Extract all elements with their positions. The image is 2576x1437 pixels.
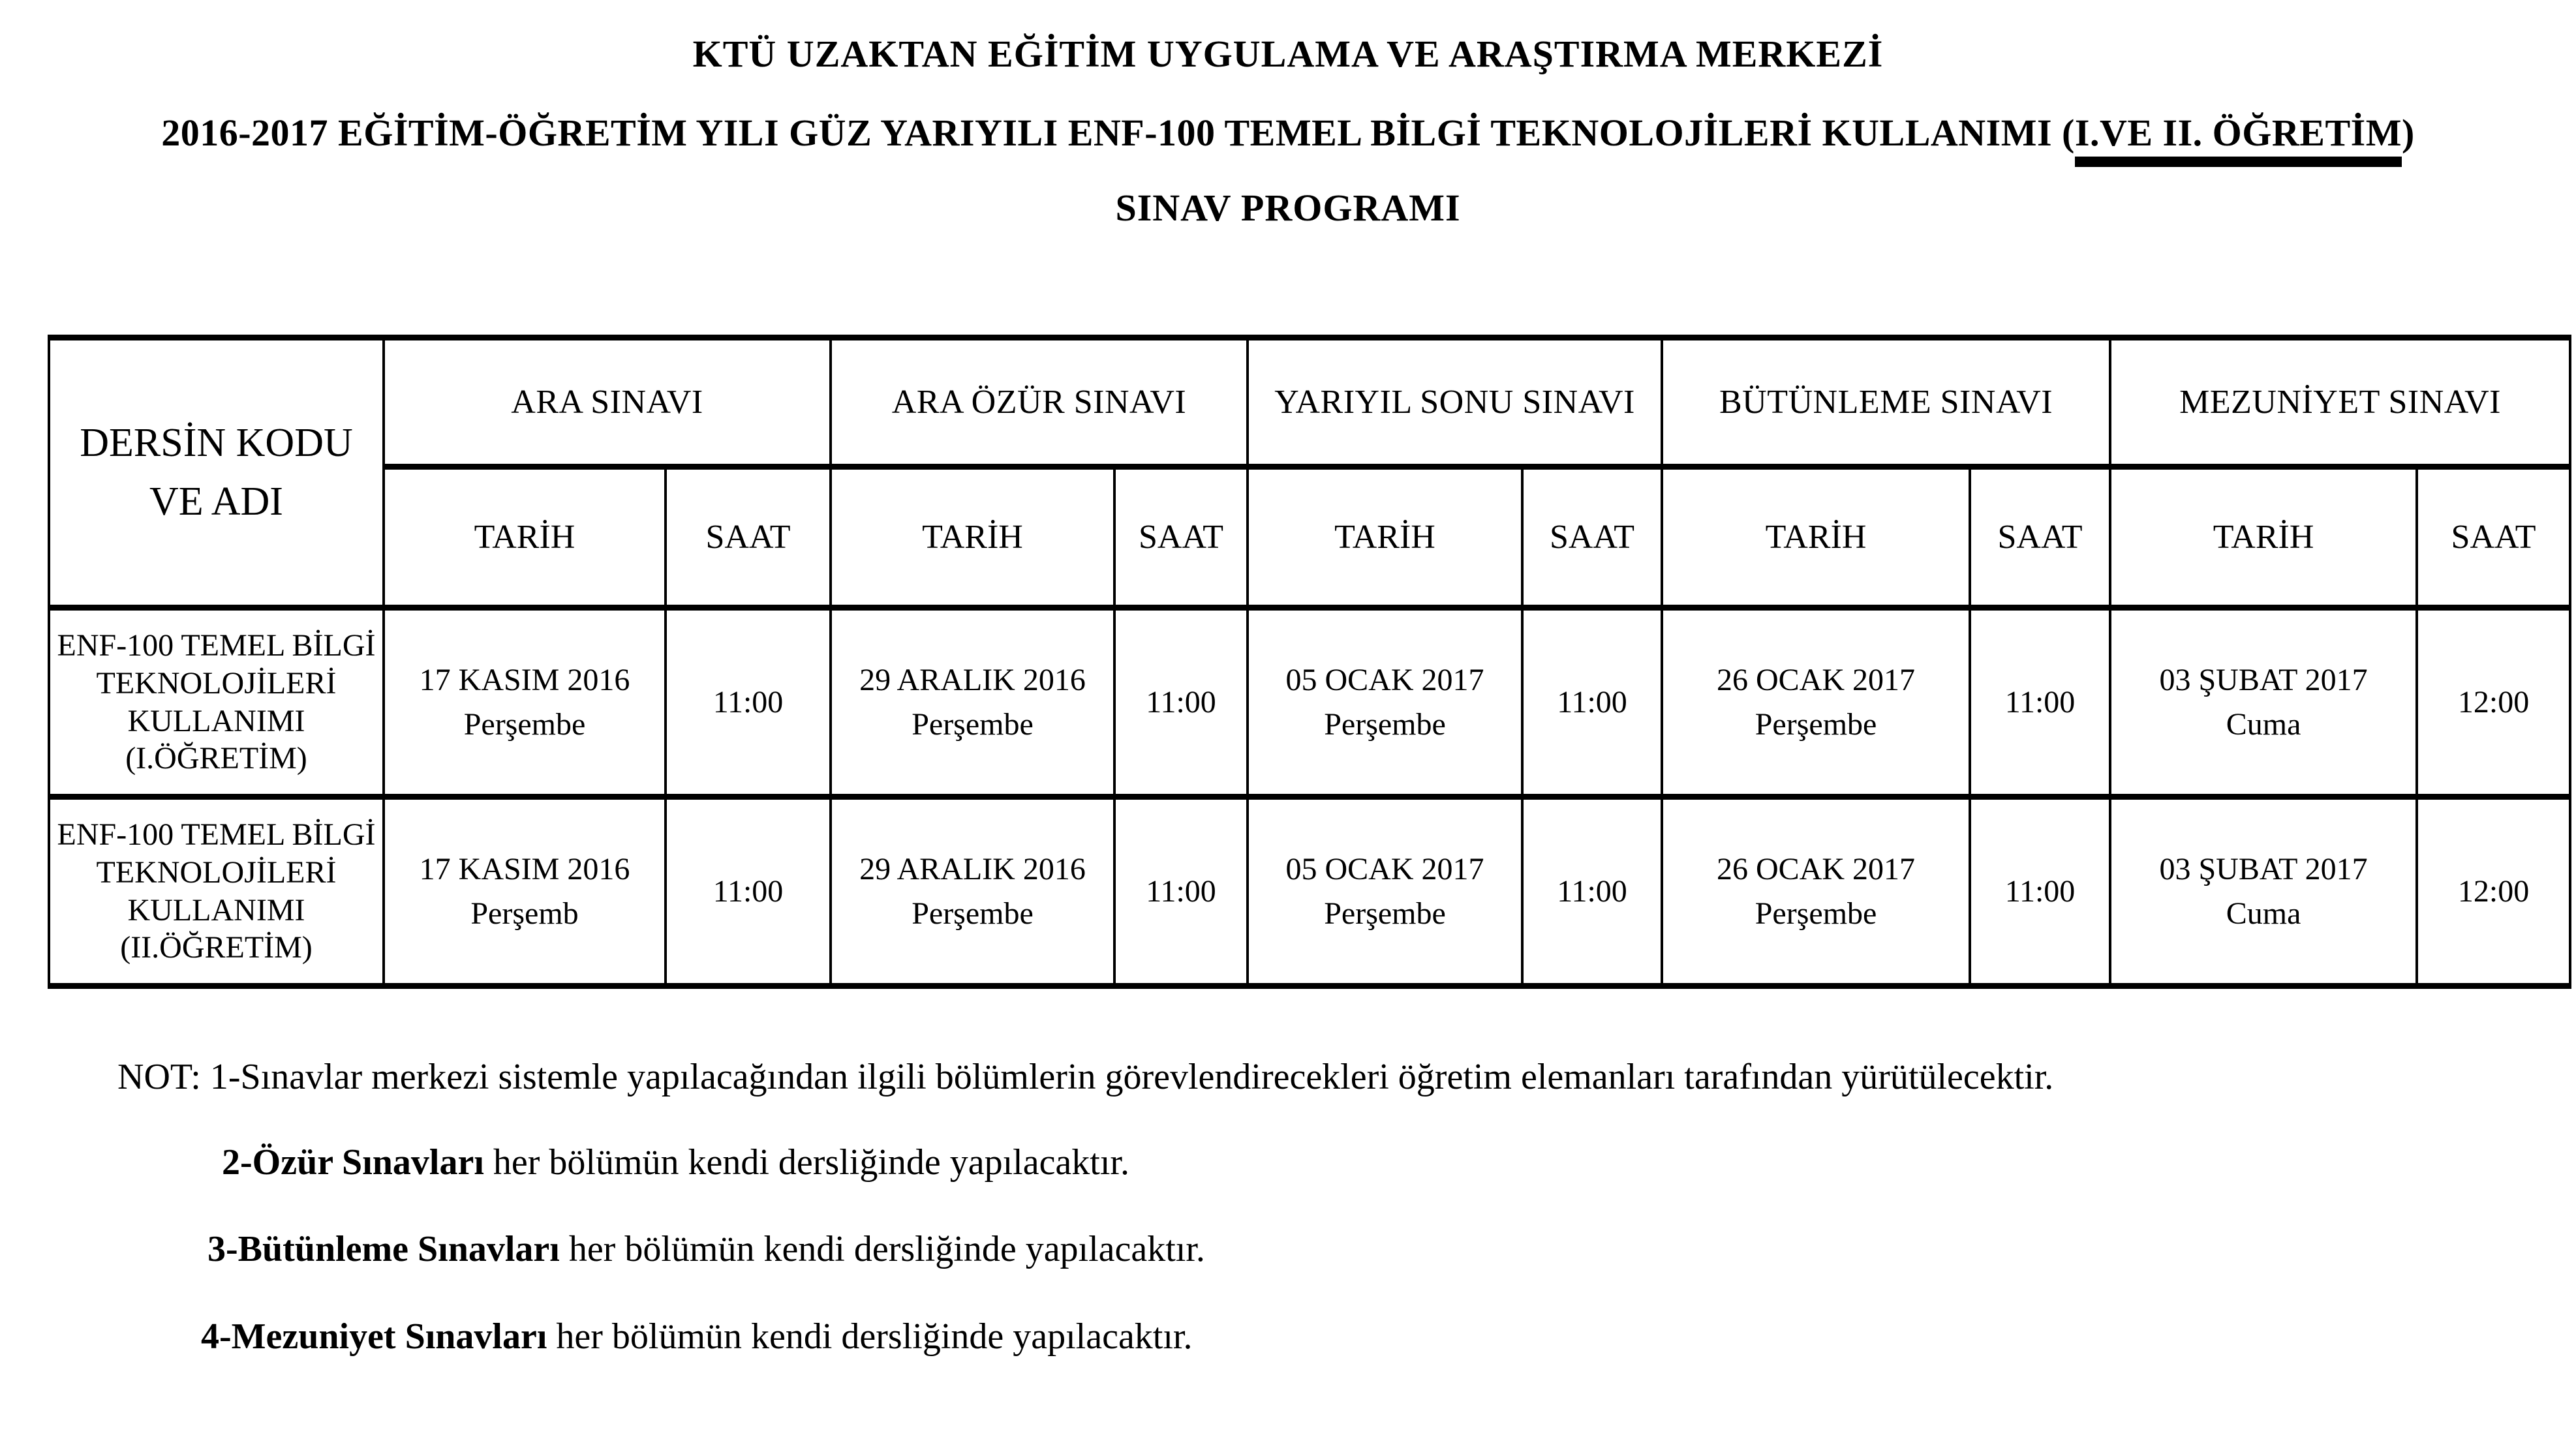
table-group-header-row: DERSİN KODU VE ADI ARA SINAVI ARA ÖZÜR S…	[48, 335, 2572, 611]
exam-day: Perşembe	[1755, 896, 1877, 931]
title-line-1: KTÜ UZAKTAN EĞİTİM UYGULAMA VE ARAŞTIRMA…	[692, 33, 1884, 75]
time-cell-r2-mezuniyet-sinavi: 12:00	[2415, 794, 2572, 990]
saat-header-ara-sinavi: SAAT	[664, 464, 832, 611]
exam-date: 17 KASIM 2016	[419, 663, 630, 698]
time-cell-r1-ara-ozur-sinavi: 11:00	[1112, 605, 1250, 800]
note-bold: 4-Mezuniyet Sınavları	[201, 1316, 547, 1357]
title-line-3: SINAV PROGRAMI	[1115, 187, 1461, 230]
note-bold: 2-Özür Sınavları	[222, 1142, 484, 1183]
time-cell-r2-ara-sinavi: 11:00	[664, 794, 832, 990]
exam-date: 03 ŞUBAT 2017	[2159, 852, 2368, 887]
saat-header-ara-ozur-sinavi: SAAT	[1112, 464, 1250, 611]
tarih-header-ara-sinavi: TARİH	[382, 464, 667, 611]
date-cell-r1-ara-ozur-sinavi: 29 ARALIK 2016 Perşembe	[829, 605, 1116, 800]
date-cell-r2-mezuniyet-sinavi: 03 ŞUBAT 2017 Cuma	[2109, 794, 2419, 990]
time-cell-r1-mezuniyet-sinavi: 12:00	[2415, 605, 2572, 800]
note-item-4: 4-Mezuniyet Sınavları her bölümün kendi …	[201, 1315, 2576, 1359]
page: KTÜ UZAKTAN EĞİTİM UYGULAMA VE ARAŞTIRMA…	[0, 33, 2576, 1437]
note-item-1: NOT: 1-Sınavlar merkezi sistemle yapılac…	[117, 1055, 2576, 1099]
date-cell-r2-ara-sinavi: 17 KASIM 2016 Perşemb	[382, 794, 667, 990]
title-line-2-prefix: 2016-2017 EĞİTİM-ÖĞRETİM YILI GÜZ YARIYI…	[161, 111, 2075, 154]
group-header-ara-sinavi: ARA SINAVI	[382, 335, 832, 470]
table-row-2-ogretim: ENF-100 TEMEL BİLGİ TEKNOLOJİLERİ KULLAN…	[48, 794, 2572, 990]
exam-date: 17 KASIM 2016	[419, 852, 630, 887]
exam-day: Perşembe	[1324, 706, 1446, 742]
note-item-2: 2-Özür Sınavları her bölümün kendi dersl…	[222, 1141, 2576, 1185]
tarih-header-butunleme-sinavi: TARİH	[1661, 464, 1972, 611]
note-text: her bölümün kendi dersliğinde yapılacakt…	[559, 1229, 1205, 1270]
time-cell-r1-butunleme-sinavi: 11:00	[1969, 605, 2112, 800]
exam-day: Perşembe	[1755, 706, 1877, 742]
date-cell-r2-yariyil-sonu-sinavi: 05 OCAK 2017 Perşembe	[1246, 794, 1524, 990]
saat-header-mezuniyet-sinavi: SAAT	[2415, 464, 2572, 611]
time-cell-r2-yariyil-sonu-sinavi: 11:00	[1521, 794, 1664, 990]
date-cell-r1-yariyil-sonu-sinavi: 05 OCAK 2017 Perşembe	[1246, 605, 1524, 800]
date-cell-r2-butunleme-sinavi: 26 OCAK 2017 Perşembe	[1661, 794, 1972, 990]
note-text: her bölümün kendi dersliğinde yapılacakt…	[483, 1142, 1129, 1183]
date-cell-r1-mezuniyet-sinavi: 03 ŞUBAT 2017 Cuma	[2109, 605, 2419, 800]
time-cell-r1-yariyil-sonu-sinavi: 11:00	[1521, 605, 1664, 800]
time-cell-r2-ara-ozur-sinavi: 11:00	[1112, 794, 1250, 990]
exam-day: Cuma	[2226, 896, 2301, 931]
date-cell-r1-butunleme-sinavi: 26 OCAK 2017 Perşembe	[1661, 605, 1972, 800]
notes-section: NOT: 1-Sınavlar merkezi sistemle yapılac…	[0, 1055, 2576, 1359]
course-cell-2-ogretim: ENF-100 TEMEL BİLGİ TEKNOLOJİLERİ KULLAN…	[48, 794, 385, 990]
saat-header-butunleme-sinavi: SAAT	[1969, 464, 2112, 611]
table-row-1-ogretim: ENF-100 TEMEL BİLGİ TEKNOLOJİLERİ KULLAN…	[48, 605, 2572, 800]
note-text: her bölümün kendi dersliğinde yapılacakt…	[547, 1316, 1193, 1357]
time-cell-r2-butunleme-sinavi: 11:00	[1969, 794, 2112, 990]
exam-date: 26 OCAK 2017	[1717, 852, 1916, 887]
exam-date: 26 OCAK 2017	[1717, 663, 1916, 698]
exam-day: Perşembe	[912, 896, 1034, 931]
underlined-education-type: I.VE II. ÖĞRETİM	[2074, 112, 2402, 168]
group-header-mezuniyet-sinavi: MEZUNİYET SINAVI	[2109, 335, 2572, 470]
date-cell-r1-ara-sinavi: 17 KASIM 2016 Perşembe	[382, 605, 667, 800]
exam-day: Perşemb	[470, 896, 579, 931]
date-cell-r2-ara-ozur-sinavi: 29 ARALIK 2016 Perşembe	[829, 794, 1116, 990]
note-item-3: 3-Bütünleme Sınavları her bölümün kendi …	[207, 1228, 2576, 1271]
tarih-header-mezuniyet-sinavi: TARİH	[2109, 464, 2419, 611]
exam-date: 05 OCAK 2017	[1285, 852, 1484, 887]
saat-header-yariyil-sonu-sinavi: SAAT	[1521, 464, 1664, 611]
course-cell-1-ogretim: ENF-100 TEMEL BİLGİ TEKNOLOJİLERİ KULLAN…	[48, 605, 385, 800]
exam-schedule-table: DERSİN KODU VE ADI ARA SINAVI ARA ÖZÜR S…	[48, 335, 2572, 990]
group-header-butunleme-sinavi: BÜTÜNLEME SINAVI	[1661, 335, 2112, 470]
exam-date: 03 ŞUBAT 2017	[2159, 663, 2368, 698]
tarih-header-ara-ozur-sinavi: TARİH	[829, 464, 1116, 611]
note-bold: 3-Bütünleme Sınavları	[207, 1229, 560, 1270]
group-header-yariyil-sonu-sinavi: YARIYIL SONU SINAVI	[1246, 335, 1664, 470]
exam-day: Cuma	[2226, 706, 2301, 742]
title-line-2-suffix: )	[2401, 111, 2415, 154]
table-sub-header-row: TARİH SAAT TARİH SAAT TARİH SAAT TARİH S…	[49, 464, 2572, 611]
note-text: Sınavlar merkezi sistemle yapılacağından…	[240, 1057, 2054, 1098]
exam-date: 29 ARALIK 2016	[859, 663, 1086, 698]
group-header-ara-ozur-sinavi: ARA ÖZÜR SINAVI	[829, 335, 1250, 470]
exam-day: Perşembe	[463, 706, 586, 742]
time-cell-r1-ara-sinavi: 11:00	[664, 605, 832, 800]
exam-day: Perşembe	[912, 706, 1034, 742]
tarih-header-yariyil-sonu-sinavi: TARİH	[1246, 464, 1524, 611]
exam-day: Perşembe	[1324, 896, 1446, 931]
course-header-cell: DERSİN KODU VE ADI	[48, 335, 385, 611]
exam-date: 05 OCAK 2017	[1285, 663, 1484, 698]
note-lead: NOT: 1-	[117, 1057, 241, 1098]
document-header: KTÜ UZAKTAN EĞİTİM UYGULAMA VE ARAŞTIRMA…	[0, 33, 2576, 230]
title-line-2: 2016-2017 EĞİTİM-ÖĞRETİM YILI GÜZ YARIYI…	[0, 112, 2576, 168]
exam-date: 29 ARALIK 2016	[859, 852, 1086, 887]
